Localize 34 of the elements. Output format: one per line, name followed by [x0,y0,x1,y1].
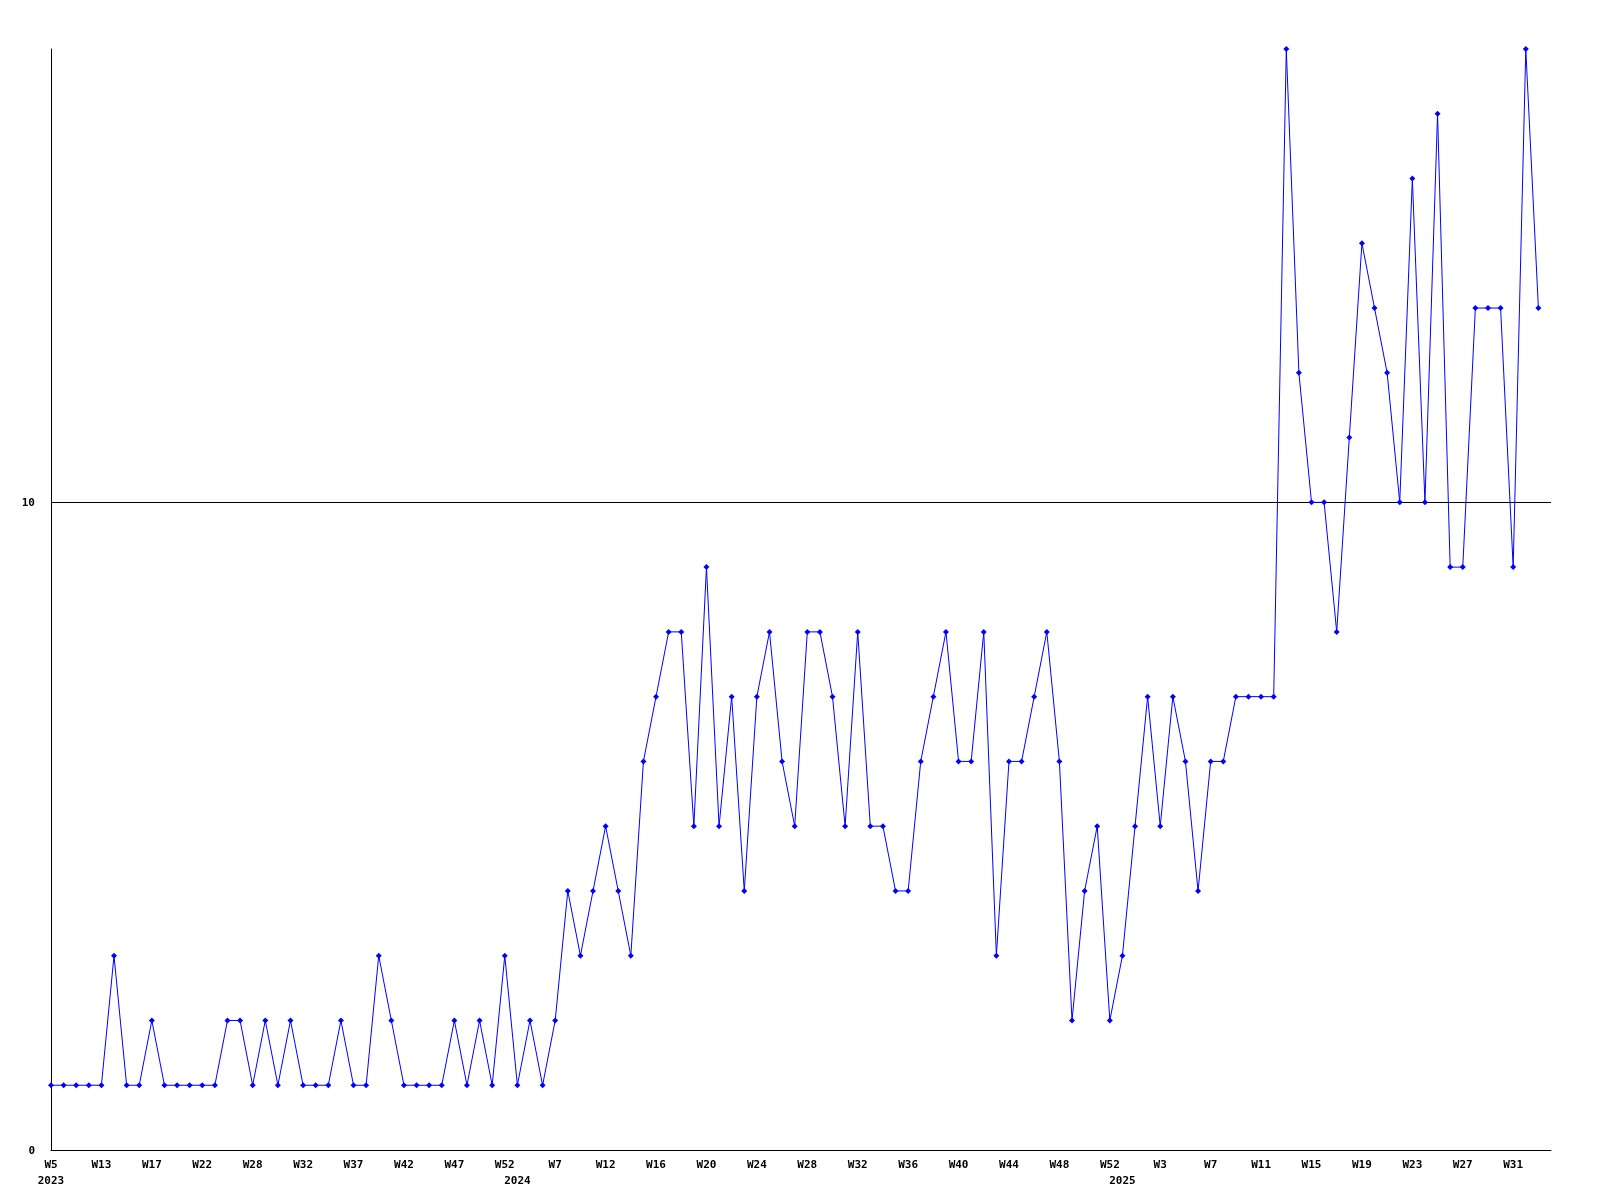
x-tick-label: W44 [999,1157,1020,1171]
x-tick-label: W32 [847,1157,868,1171]
x-tick-label: W52 [1099,1157,1120,1171]
x-tick-label: W42 [394,1157,414,1171]
x-tick-label: W48 [1049,1157,1070,1171]
x-tick-label: W17 [141,1157,162,1171]
x-tick-label: W47 [444,1157,465,1171]
x-tick-label: W3 [1153,1157,1167,1171]
x-tick-label: W37 [343,1157,364,1171]
x-tick-label: W7 [1204,1157,1218,1171]
x-tick-label: W23 [1402,1157,1423,1171]
x-tick-label: W5 2023 [37,1157,65,1187]
x-tick-label: W22 [192,1157,213,1171]
x-tick-label: W7 [548,1157,562,1171]
x-tick-label: W13 [91,1157,112,1171]
x-tick-label: W28 [242,1157,263,1171]
y-tick-label: 0 [28,1143,35,1157]
x-tick-label: W32 [293,1157,314,1171]
x-tick-label: W16 [646,1157,667,1171]
x-tick-label: W20 [696,1157,717,1171]
y-tick-label: 10 [21,495,35,509]
x-tick-label: W52 [494,1157,515,1171]
x-tick-label: W31 [1503,1157,1524,1171]
x-tick-label: W12 [595,1157,616,1171]
x-tick-label: 2025 [1109,1173,1136,1187]
x-tick-label: W19 [1351,1157,1372,1171]
x-tick-label: W11 [1251,1157,1272,1171]
x-tick-label: W36 [898,1157,919,1171]
x-tick-label: W40 [948,1157,969,1171]
x-tick-label: 2024 [504,1173,531,1187]
x-tick-label: W28 [797,1157,818,1171]
x-tick-label: W15 [1301,1157,1322,1171]
x-tick-label: W24 [746,1157,768,1171]
x-tick-label: W27 [1452,1157,1473,1171]
